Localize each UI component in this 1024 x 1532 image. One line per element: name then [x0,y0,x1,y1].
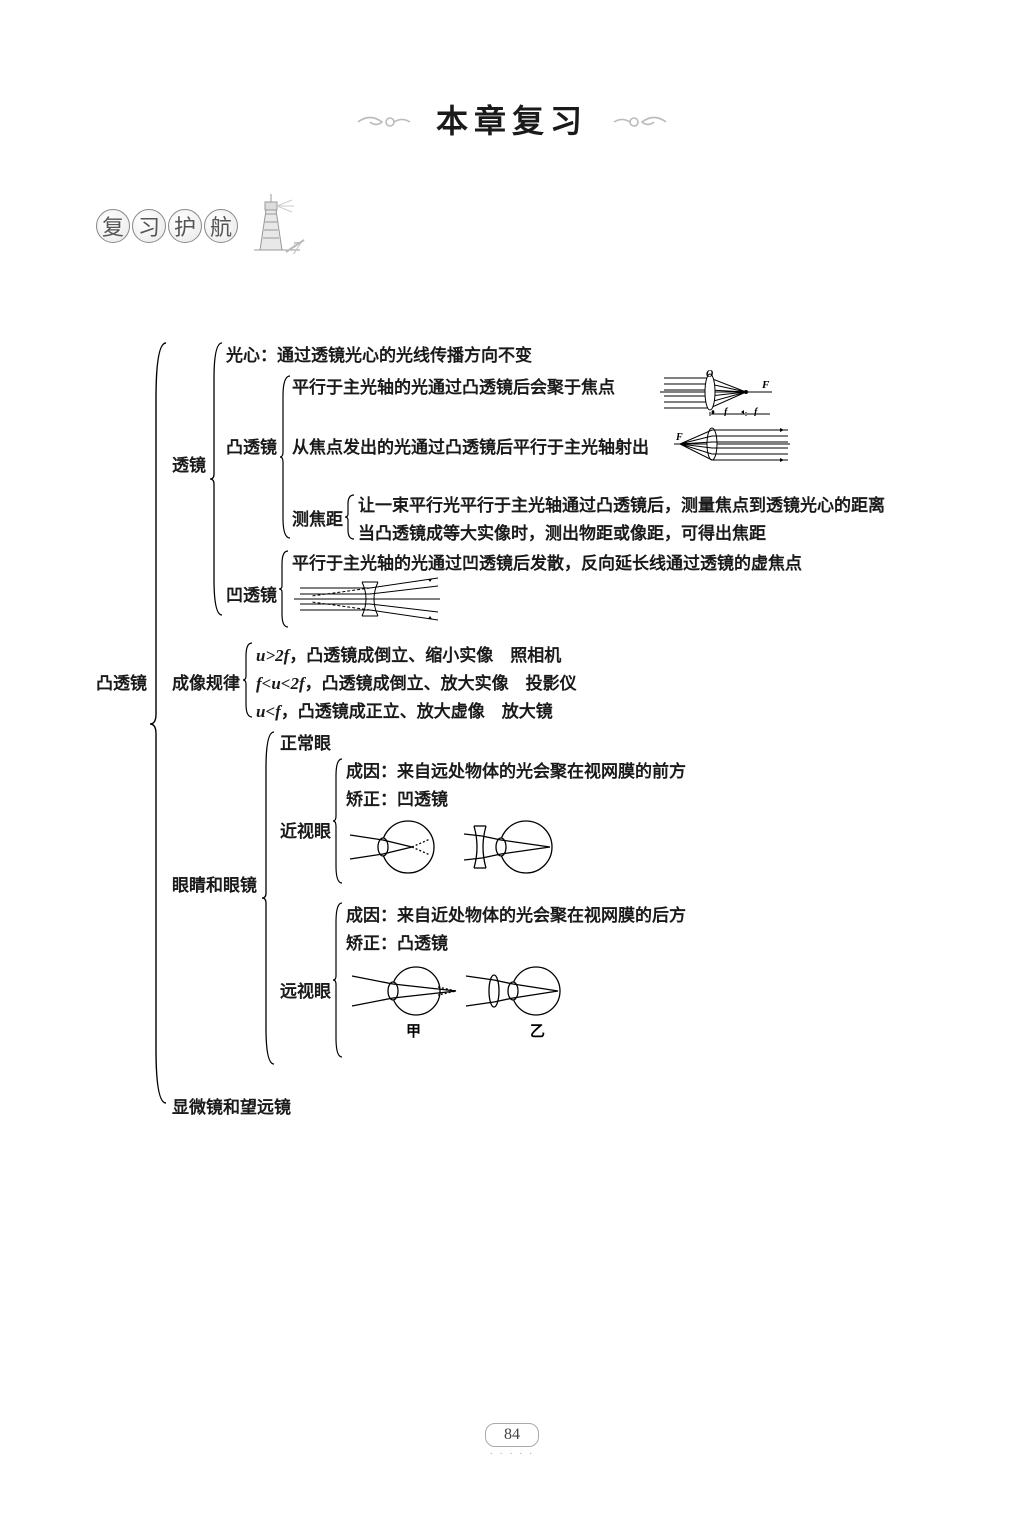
diagram-concave [292,576,442,629]
page-title-text: 本章复习 [436,103,588,139]
node-convex: 凸透镜 [226,436,277,460]
node-concave: 凹透镜 [226,584,277,608]
leaf-normal-eye: 正常眼 [280,732,331,756]
leaf-focal-1: 让一束平行光平行于主光轴通过凸透镜后，测量焦点到透镜光心的距离 [358,494,885,518]
leaf-imaging-3: u<f，凸透镜成正立、放大虚像 放大镜 [256,700,553,724]
diagram-convex-parallel: F [672,422,792,473]
imaging-1-formula: u>2f [256,646,289,665]
page-title: 本章复习 [0,96,1024,142]
lighthouse-icon: 7 [246,190,308,261]
leaf-myopia-cause: 成因：来自远处物体的光会聚在视网膜的前方 [346,760,686,784]
leaf-myopia-fix: 矫正：凹透镜 [346,788,448,812]
leaf-convex-2: 从焦点发出的光通过凸透镜后平行于主光轴射出 [292,436,649,460]
diagram-convex-focus: O F f f [656,368,776,423]
eye-label-a: 甲 [406,1023,421,1040]
leaf-focal-2: 当凸透镜成等大实像时，测出物距或像距，可得出焦距 [358,522,766,546]
imaging-1-text: ，凸透镜成倒立、缩小实像 照相机 [289,646,561,665]
badge-char-2: 习 [132,209,166,243]
brace-eyes [260,728,280,1068]
node-hyperopia: 远视眼 [280,980,331,1004]
badge-char-1: 复 [96,209,130,243]
brace-root [148,339,172,1109]
page-number-wrap: 84 · · · · · [0,1423,1024,1460]
badge-char-3: 护 [168,209,202,243]
ornament-right [612,111,668,138]
node-imaging: 成像规律 [172,672,240,696]
node-myopia: 近视眼 [280,820,331,844]
node-eyes: 眼睛和眼镜 [172,874,257,898]
imaging-3-formula: u<f [256,702,281,721]
badge-char-4: 航 [204,209,238,243]
leaf-imaging-1: u>2f，凸透镜成倒立、缩小实像 照相机 [256,644,561,668]
svg-text:7: 7 [292,238,302,256]
diagram-myopia [346,812,576,889]
leaf-microscope-telescope: 显微镜和望远镜 [172,1096,291,1120]
node-lens: 透镜 [172,454,206,478]
brace-lens [208,339,228,619]
svg-text:f: f [754,407,759,416]
leaf-imaging-2: f<u<2f，凸透镜成倒立、放大实像 投影仪 [256,672,577,696]
imaging-3-text: ，凸透镜成正立、放大虚像 放大镜 [281,702,553,721]
leaf-convex-1: 平行于主光轴的光通过凸透镜后会聚于焦点 [292,376,615,400]
leaf-hyperopia-fix: 矫正：凸透镜 [346,932,448,956]
imaging-2-formula: f<u<2f [256,674,305,693]
footer-dots: · · · · · [0,1449,1024,1460]
section-badge: 复 习 护 航 7 [96,190,1024,261]
svg-text:f: f [724,407,729,416]
tree-root: 凸透镜 [96,672,147,696]
ornament-left [356,111,412,138]
imaging-2-text: ，凸透镜成倒立、放大实像 投影仪 [305,674,577,693]
leaf-hyperopia-cause: 成因：来自近处物体的光会聚在视网膜的后方 [346,904,686,928]
eye-label-b: 乙 [530,1024,545,1040]
leaf-optical-center: 光心：通过透镜光心的光线传播方向不变 [226,344,532,368]
node-focal-measure: 测焦距 [292,508,343,532]
diagram-hyperopia: 甲 乙 [346,956,586,1049]
page-number: 84 [485,1423,539,1447]
svg-text:O: O [706,369,713,380]
svg-text:F: F [675,432,683,443]
leaf-concave-1: 平行于主光轴的光通过凹透镜后发散，反向延长线通过透镜的虚焦点 [292,552,802,576]
svg-text:F: F [761,379,770,391]
